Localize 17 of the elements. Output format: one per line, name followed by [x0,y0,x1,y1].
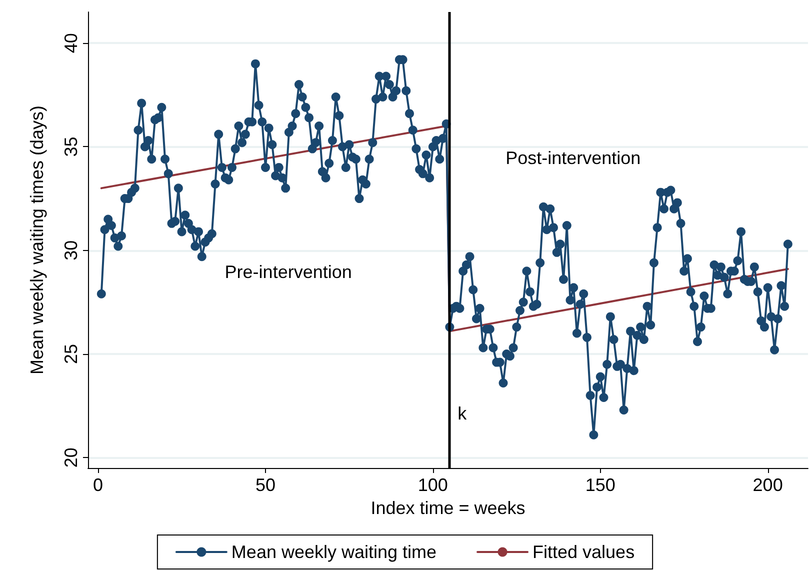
legend-label: Mean weekly waiting time [231,542,437,562]
annotation: Pre-intervention [224,262,352,282]
x-axis-title: Index time = weeks [370,498,526,518]
y-axis-title: Mean weekly waiting times (days) [27,105,47,375]
x-tick-label: 100 [418,475,448,495]
x-tick-label: 0 [93,475,104,495]
x-tick-label: 150 [585,475,616,495]
y-tick-label: 35 [61,136,81,157]
x-tick-label: 200 [752,475,783,495]
y-tick-label: 20 [61,448,81,468]
y-tick-label: 30 [61,240,81,260]
y-tick-label: 25 [61,344,81,364]
annotation: Post-intervention [506,148,641,168]
y-tick-label: 40 [61,33,81,54]
legend-label: Fitted values [532,542,635,562]
ref-line-label: k [458,403,468,424]
x-tick-label: 50 [255,475,276,495]
